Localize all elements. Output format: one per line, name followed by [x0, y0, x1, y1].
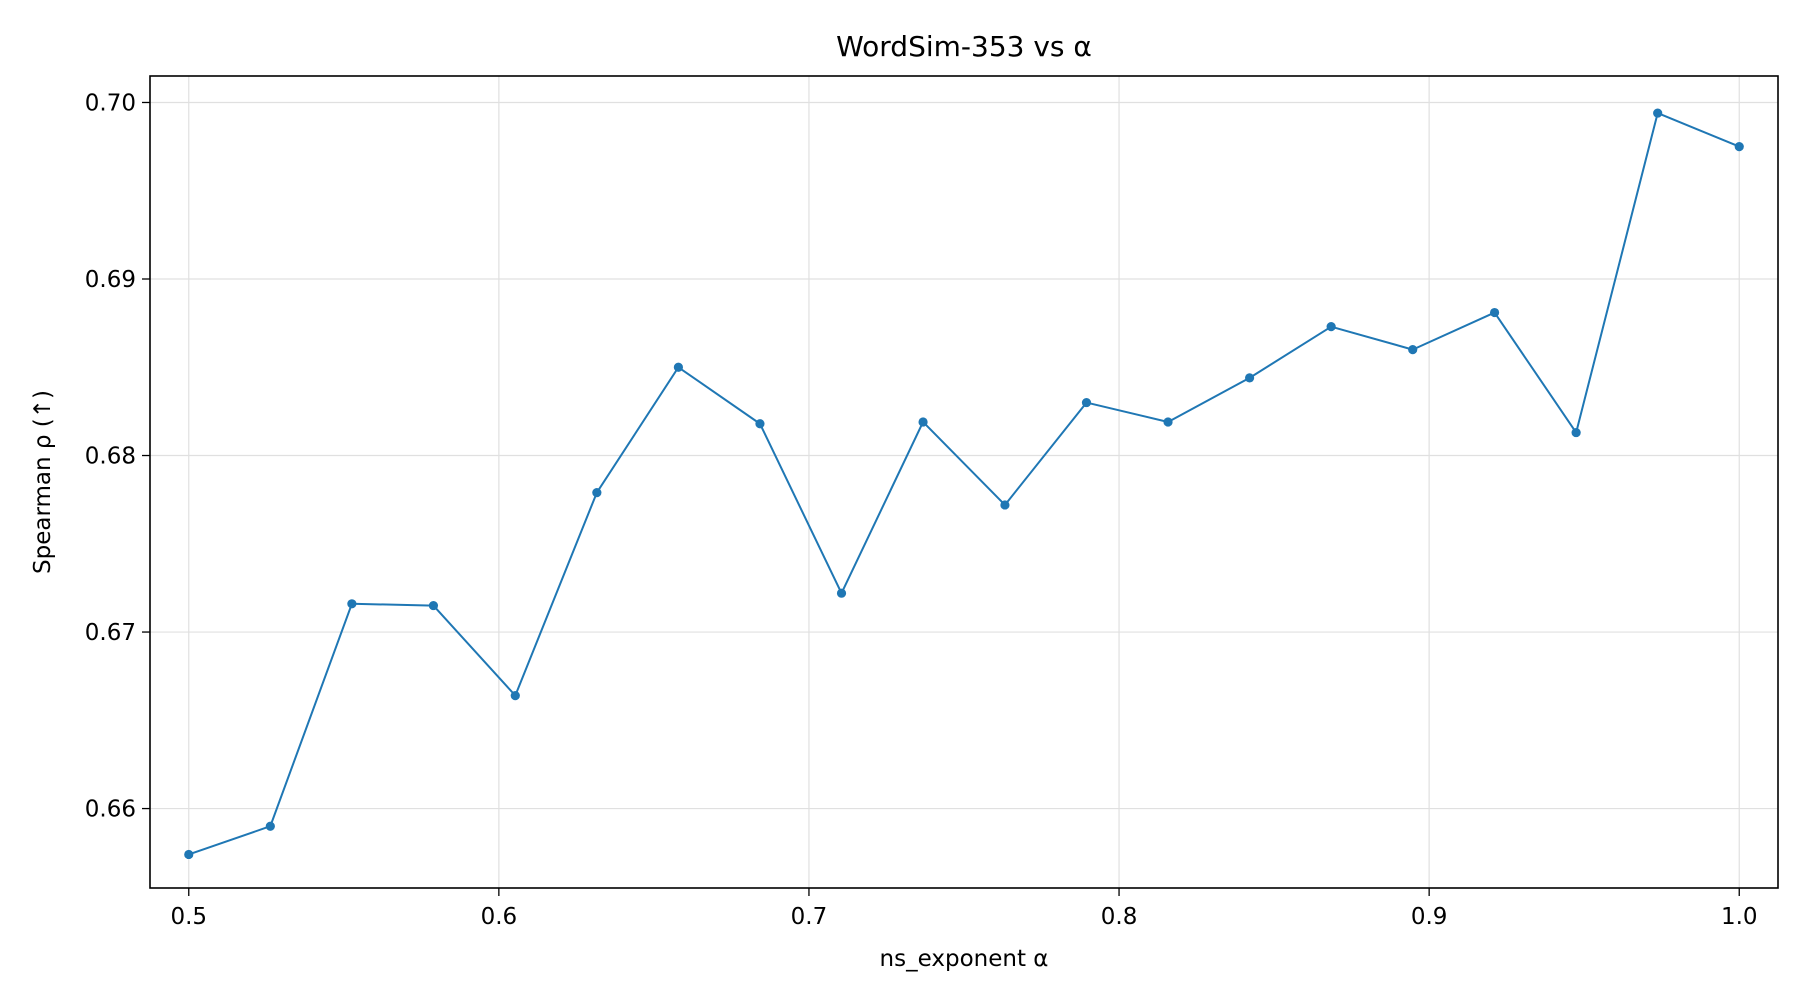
plot-frame [149, 75, 1779, 889]
data-point [347, 599, 357, 609]
x-axis-ticks: 0.5 0.6 0.7 0.8 0.9 1.0 [170, 888, 1758, 930]
data-point [1244, 373, 1255, 383]
data-point [1163, 417, 1173, 427]
data-point [184, 849, 194, 860]
y-axis-label: Spearman ρ (↑) [30, 390, 56, 574]
data-point [1571, 427, 1581, 438]
data-point [265, 821, 275, 831]
data-point [1000, 500, 1010, 510]
x-tick-label: 0.8 [1101, 904, 1138, 930]
series-line [188, 112, 1740, 856]
data-point [1653, 108, 1663, 118]
x-tick-label: 0.6 [481, 904, 518, 930]
data-point [1081, 397, 1092, 408]
series-layer [184, 108, 1744, 860]
x-tick-label: 1.0 [1721, 904, 1758, 930]
data-point [428, 600, 439, 611]
x-axis-label: ns_exponent α [880, 946, 1049, 972]
y-tick-label: 0.69 [85, 267, 136, 293]
y-tick-label: 0.70 [85, 90, 136, 116]
y-axis-ticks: 0.66 0.67 0.68 0.69 0.70 [85, 90, 150, 823]
data-point [673, 362, 684, 372]
chart-title: WordSim-353 vs α [836, 30, 1092, 63]
grid-lines [150, 76, 1778, 888]
x-tick-label: 0.7 [791, 904, 828, 930]
data-point [510, 690, 520, 701]
data-point [1734, 142, 1744, 152]
y-tick-label: 0.67 [85, 620, 136, 646]
y-tick-label: 0.68 [85, 444, 136, 470]
data-point [1408, 345, 1418, 355]
data-point [1326, 322, 1336, 332]
y-tick-label: 0.66 [85, 797, 136, 823]
data-point [836, 588, 847, 598]
data-point [918, 417, 928, 427]
data-point [755, 419, 765, 429]
x-tick-label: 0.5 [170, 904, 207, 930]
data-point [592, 487, 602, 498]
x-tick-label: 0.9 [1411, 904, 1448, 930]
data-point [1489, 307, 1500, 318]
